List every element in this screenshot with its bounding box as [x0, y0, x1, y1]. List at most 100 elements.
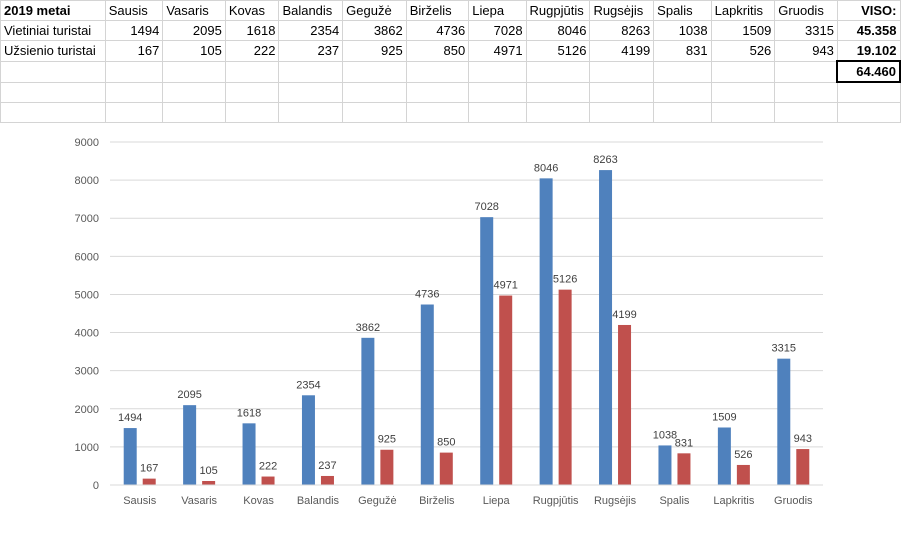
value-cell[interactable]: 222	[224, 40, 280, 62]
grand-total-row: 64.460	[0, 60, 901, 83]
empty-cell[interactable]	[653, 102, 712, 123]
empty-cell[interactable]	[589, 81, 655, 103]
y-tick-label: 4000	[75, 328, 99, 340]
empty-cell[interactable]	[278, 81, 344, 103]
empty-cell[interactable]	[710, 81, 776, 103]
value-cell[interactable]: 526	[710, 40, 776, 62]
empty-cell[interactable]	[836, 81, 901, 103]
data-label: 222	[259, 461, 277, 473]
value-cell[interactable]: 167	[104, 40, 164, 62]
bar	[539, 178, 553, 485]
data-label: 831	[675, 437, 693, 449]
empty-cell[interactable]	[525, 81, 591, 103]
empty-cell[interactable]	[342, 81, 407, 103]
empty-cell[interactable]	[278, 102, 344, 123]
empty-cell[interactable]	[104, 102, 164, 123]
empty-cell[interactable]	[774, 102, 838, 123]
bar	[736, 464, 750, 485]
grand-total-cell[interactable]: 64.460	[836, 60, 901, 83]
value-cell[interactable]: 8263	[589, 20, 655, 41]
empty-cell[interactable]	[278, 60, 344, 83]
row-label-cell[interactable]: Užsienio turistai	[0, 40, 106, 62]
value-cell[interactable]: 1618	[224, 20, 280, 41]
total-header-cell[interactable]: VISO:	[836, 0, 901, 21]
month-header-cell[interactable]: Vasaris	[162, 0, 226, 21]
row-label-cell[interactable]: Vietiniai turistai	[0, 20, 106, 41]
y-tick-label: 5000	[75, 289, 99, 301]
data-label: 8263	[593, 154, 617, 166]
value-cell[interactable]: 4199	[589, 40, 655, 62]
month-header-cell[interactable]: Spalis	[653, 0, 712, 21]
value-cell[interactable]: 8046	[525, 20, 591, 41]
data-label: 237	[318, 460, 336, 472]
empty-cell[interactable]	[342, 60, 407, 83]
value-cell[interactable]: 943	[774, 40, 838, 62]
empty-cell[interactable]	[405, 102, 470, 123]
bar	[439, 452, 453, 485]
empty-cell[interactable]	[836, 102, 901, 123]
data-label: 4199	[612, 309, 636, 321]
value-cell[interactable]: 4971	[468, 40, 527, 62]
empty-cell[interactable]	[162, 81, 226, 103]
value-cell[interactable]: 105	[162, 40, 226, 62]
month-header-cell[interactable]: Kovas	[224, 0, 280, 21]
empty-cell[interactable]	[468, 102, 527, 123]
month-header-cell[interactable]: Gruodis	[774, 0, 838, 21]
empty-row	[0, 81, 901, 103]
empty-cell[interactable]	[653, 81, 712, 103]
empty-cell[interactable]	[0, 81, 106, 103]
y-tick-label: 7000	[75, 213, 99, 225]
empty-cell[interactable]	[710, 60, 776, 83]
empty-cell[interactable]	[405, 60, 470, 83]
bar	[677, 453, 691, 485]
value-cell[interactable]: 7028	[468, 20, 527, 41]
value-cell[interactable]: 3862	[342, 20, 407, 41]
empty-cell[interactable]	[525, 60, 591, 83]
empty-cell[interactable]	[224, 81, 280, 103]
empty-cell[interactable]	[710, 102, 776, 123]
x-tick-label: Rugsėjis	[594, 495, 637, 507]
value-cell[interactable]: 1494	[104, 20, 164, 41]
bar	[717, 427, 731, 485]
empty-cell[interactable]	[468, 81, 527, 103]
value-cell[interactable]: 831	[653, 40, 712, 62]
value-cell[interactable]: 1038	[653, 20, 712, 41]
x-tick-label: Birželis	[419, 495, 455, 507]
empty-cell[interactable]	[104, 60, 164, 83]
value-cell[interactable]: 1509	[710, 20, 776, 41]
value-cell[interactable]: 3315	[774, 20, 838, 41]
empty-cell[interactable]	[405, 81, 470, 103]
empty-cell[interactable]	[0, 60, 106, 83]
month-header-cell[interactable]: Gegužė	[342, 0, 407, 21]
empty-cell[interactable]	[0, 102, 106, 123]
value-cell[interactable]: 2354	[278, 20, 344, 41]
row-total-cell[interactable]: 45.358	[836, 20, 901, 41]
data-label: 925	[378, 434, 396, 446]
month-header-cell[interactable]: Sausis	[104, 0, 164, 21]
empty-cell[interactable]	[774, 60, 838, 83]
value-cell[interactable]: 925	[342, 40, 407, 62]
empty-cell[interactable]	[774, 81, 838, 103]
row-total-cell[interactable]: 19.102	[836, 40, 901, 62]
value-cell[interactable]: 2095	[162, 20, 226, 41]
empty-cell[interactable]	[104, 81, 164, 103]
month-header-cell[interactable]: Lapkritis	[710, 0, 776, 21]
empty-cell[interactable]	[525, 102, 591, 123]
value-cell[interactable]: 850	[405, 40, 470, 62]
month-header-cell[interactable]: Balandis	[278, 0, 344, 21]
month-header-cell[interactable]: Liepa	[468, 0, 527, 21]
empty-cell[interactable]	[468, 60, 527, 83]
value-cell[interactable]: 237	[278, 40, 344, 62]
month-header-cell[interactable]: Rugpjūtis	[525, 0, 591, 21]
data-row: Užsienio turistai 167 105 222 237 925 850 4971 5…	[0, 40, 901, 62]
value-cell[interactable]: 4736	[405, 20, 470, 41]
empty-cell[interactable]	[162, 60, 226, 83]
empty-cell[interactable]	[653, 60, 712, 83]
month-header-cell[interactable]: Birželis	[405, 0, 470, 21]
empty-row	[0, 102, 901, 123]
year-header-cell[interactable]: 2019 metai	[0, 0, 106, 21]
value-cell[interactable]: 5126	[525, 40, 591, 62]
empty-cell[interactable]	[224, 60, 280, 83]
month-header-cell[interactable]: Rugsėjis	[589, 0, 655, 21]
empty-cell[interactable]	[589, 60, 655, 83]
